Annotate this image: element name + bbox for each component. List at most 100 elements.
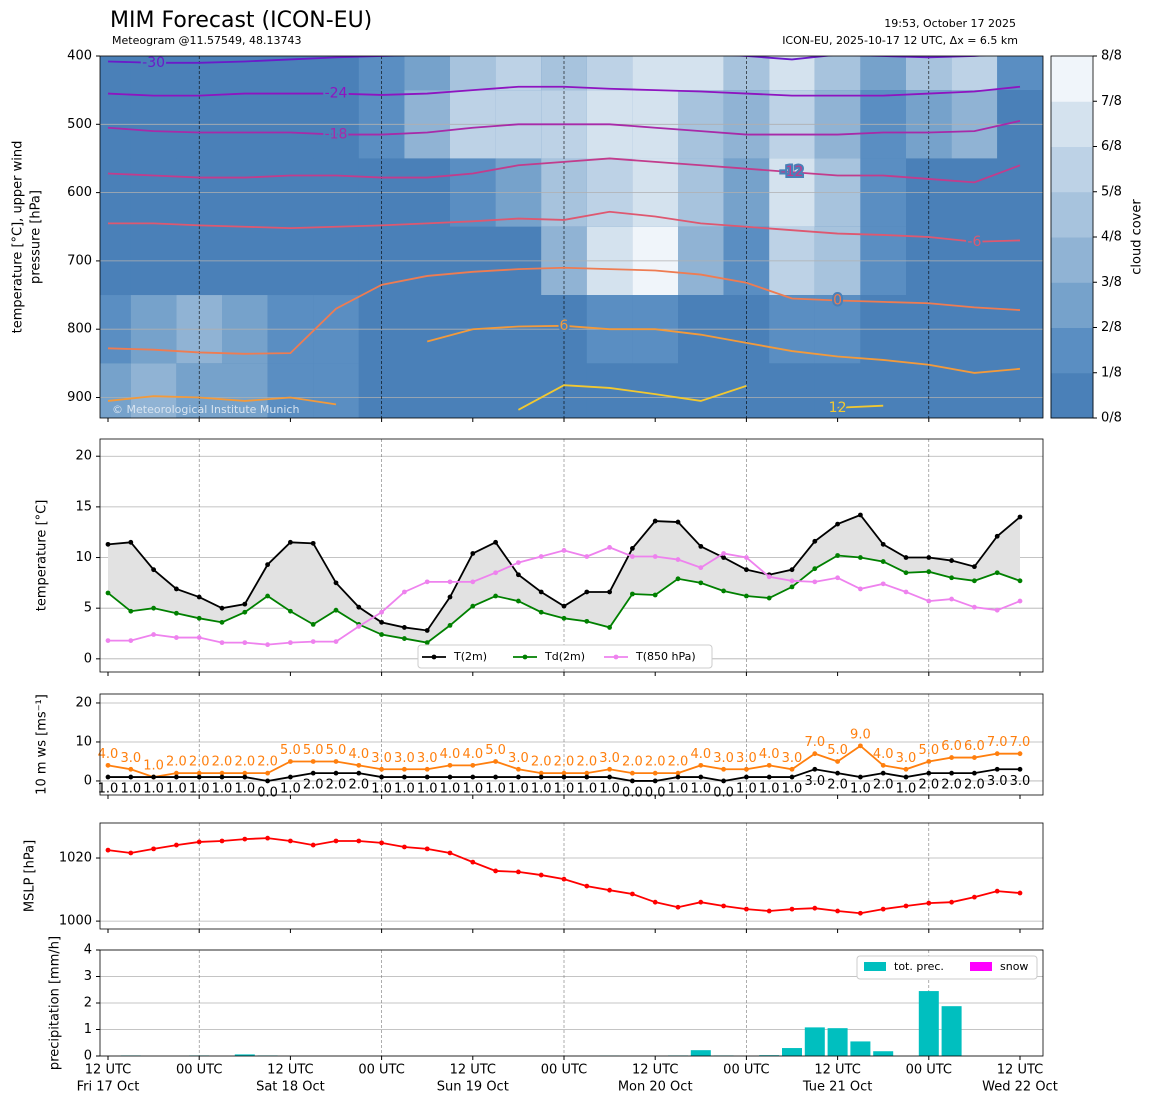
contour-label: 12 [829,400,847,416]
x-tick-label: 12 UTC [814,1063,860,1078]
data-point [561,876,567,882]
data-point [470,762,476,768]
data-point [447,774,453,780]
data-point [903,903,909,909]
value-label: 0.0 [622,785,643,800]
value-label: 2.0 [964,778,985,793]
y-tick-label: 700 [67,253,92,268]
value-label: 1.0 [850,782,871,797]
data-point [151,632,157,637]
data-point [538,774,544,780]
data-point [447,762,453,768]
value-label: 7.0 [804,735,825,750]
y-axis-label: 10 m ws [ms⁻¹] [35,694,50,795]
cloud-cell [267,56,314,91]
data-point [880,770,886,776]
data-point [174,770,179,776]
x-tick-label: 12 UTC [267,1063,313,1078]
data-point [470,579,476,585]
x-tick-label: 12 UTC [85,1063,131,1078]
data-point [105,847,111,853]
data-point [151,774,157,780]
data-point [835,521,840,527]
bar [918,991,939,1056]
temperature-contour [107,157,1021,184]
cloud-cell [495,56,542,91]
value-label: 2.0 [531,755,552,770]
data-point [1017,578,1023,584]
y-tick-label: 10 [75,734,92,749]
y-tick-label: 0 [84,773,92,788]
value-label: 1.0 [759,782,780,797]
value-label: 1.0 [896,782,917,797]
temperature-contour [107,266,1021,355]
value-label: 1.0 [143,759,164,774]
data-point [675,576,681,582]
value-label: 3.0 [896,751,917,766]
data-point [721,766,726,772]
temperature-contour [108,210,1021,243]
data-point [972,894,977,900]
data-point [630,554,635,559]
bar [873,1051,894,1056]
value-label: 1.0 [371,782,392,797]
value-label: 0.0 [713,785,734,800]
data-point [949,755,954,760]
data-point [675,770,681,776]
value-label: 1.0 [782,782,803,797]
colorbar-tick-label: 8/8 [1101,49,1122,64]
data-point [858,774,863,780]
cloud-cell [632,363,678,418]
data-point [630,778,635,784]
data-point [949,575,954,581]
data-point [196,774,202,780]
data-point [447,594,453,600]
data-point [516,774,521,780]
data-point [835,759,840,764]
value-label: 4.0 [98,747,119,762]
day-label: Tue 21 Oct [802,1080,873,1095]
value-label: 2.0 [576,755,597,770]
colorbar-segment [1050,146,1094,193]
data-point [812,538,818,544]
y-axis-label: MSLP [hPa] [23,840,38,912]
data-point [721,555,726,560]
data-point [447,623,453,628]
colorbar-tick-label: 6/8 [1101,139,1122,154]
value-label: 4.0 [440,747,461,762]
colorbar-frame [1050,55,1094,419]
data-point [835,770,840,776]
data-point [1017,890,1023,896]
y-tick-label: 3 [84,969,92,984]
value-label: 1.0 [417,782,438,797]
data-point [835,553,840,558]
data-point [310,770,316,776]
data-point [424,846,430,852]
data-point [789,567,795,573]
data-point [447,850,453,856]
y-tick-label: 20 [75,449,92,464]
data-point [721,903,726,909]
data-point [561,603,567,609]
colorbar-tick-label: 4/8 [1101,230,1122,245]
value-label: 1.0 [166,782,187,797]
value-label: 3.0 [120,751,141,766]
cloud-cell [313,56,359,91]
data-point [265,835,270,841]
data-point [470,859,476,865]
data-point [858,586,863,592]
data-point [698,899,704,905]
y-tick-label: 400 [67,49,92,64]
value-label: 4.0 [873,747,894,762]
cloud-cell [814,363,861,418]
data-point [333,580,339,586]
colorbar-tick-label: 2/8 [1101,320,1122,335]
value-label: 1.0 [143,782,164,797]
data-point [310,639,316,645]
data-point [151,605,157,611]
data-point [196,839,202,845]
value-label: 2.0 [554,755,575,770]
x-tick-label: 00 UTC [906,1063,952,1078]
data-point [105,774,111,780]
